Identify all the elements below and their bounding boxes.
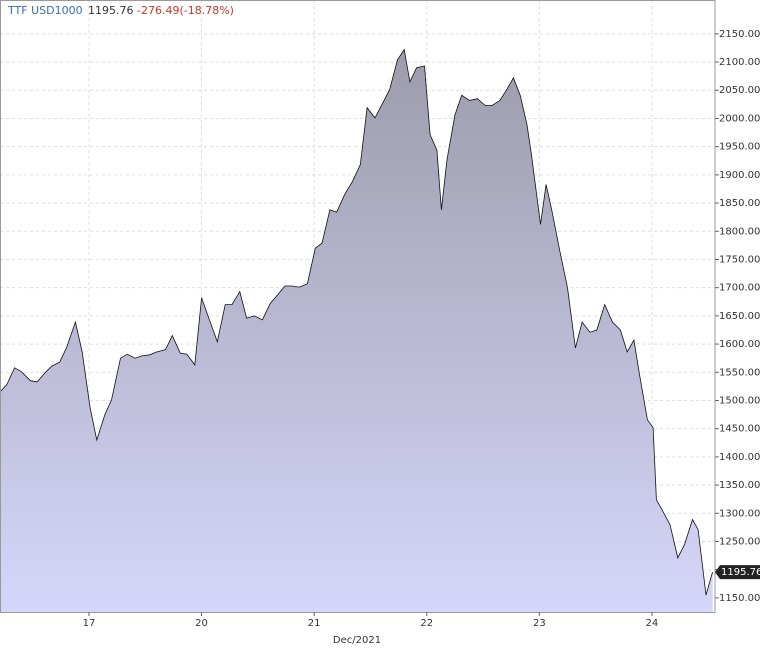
y-tick-label: 1800.00 (719, 226, 760, 237)
area (0, 49, 713, 613)
x-tick-label: 23 (533, 618, 546, 629)
y-tick-label: 1250.00 (719, 536, 760, 547)
y-tick-label: 2100.00 (719, 57, 760, 68)
plot-border (0, 0, 716, 613)
y-tick-label: 1550.00 (719, 367, 760, 378)
last-price-marker (715, 565, 760, 580)
x-tick-label: 24 (646, 618, 659, 629)
y-tick-label: 2050.00 (719, 85, 760, 96)
y-tick-label: 1850.00 (719, 198, 760, 209)
y-tick-label: 1400.00 (719, 452, 760, 463)
y-tick-label: 1150.00 (719, 593, 760, 604)
x-tick-label: 20 (195, 618, 208, 629)
y-tick-label: 1600.00 (719, 339, 760, 350)
x-tick-label: 17 (83, 618, 96, 629)
y-tick-label: 2150.00 (719, 29, 760, 40)
y-tick-label: 1300.00 (719, 508, 760, 519)
y-tick-label: 1650.00 (719, 311, 760, 322)
line (0, 48, 714, 596)
y-tick-label: 2000.00 (719, 113, 760, 124)
y-tick-label: 1350.00 (719, 480, 760, 491)
last-price-label: 1195.76 (721, 567, 760, 578)
y-tick-label: 1900.00 (719, 170, 760, 181)
y-tick-label: 1700.00 (719, 283, 760, 294)
symbol: TTF USD1000 (7, 4, 83, 17)
x-tick-label: 21 (308, 618, 321, 629)
y-tick-label: 1950.00 (719, 142, 760, 153)
last-price: 1195.76 (88, 4, 134, 17)
x-tick-label: 22 (420, 618, 433, 629)
y-tick-label: 1750.00 (719, 254, 760, 265)
x-axis-label: Dec/2021 (333, 635, 381, 646)
price-change: -276.49(-18.78%) (137, 4, 234, 17)
y-tick-label: 1500.00 (719, 395, 760, 406)
y-tick-label: 1450.00 (719, 424, 760, 435)
